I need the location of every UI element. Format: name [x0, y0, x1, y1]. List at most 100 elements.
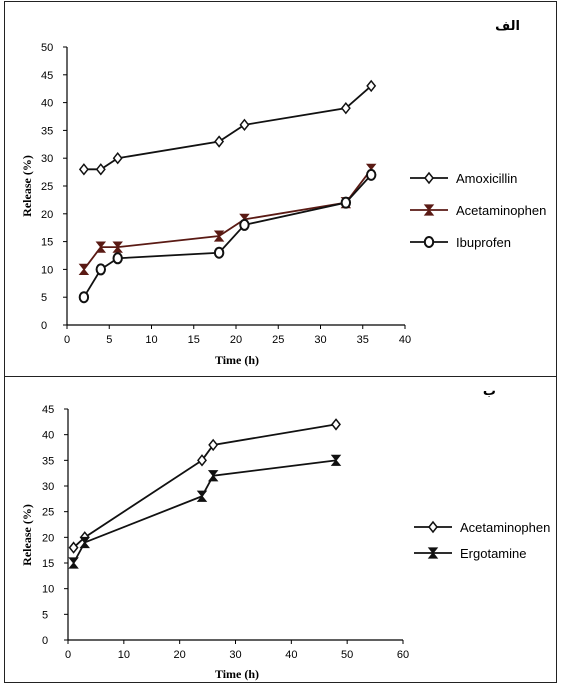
x-tick-label: 30	[314, 334, 326, 346]
chart-panel-bottom: ب Release (%) Time (h) 0 5 10 15 20 25 30 35 40 4…	[20, 384, 550, 681]
data-point-amoxicillin	[366, 79, 377, 93]
x-axis-title-top: Time (h)	[215, 353, 259, 367]
data-point-amoxicillin	[112, 151, 123, 165]
data-point-acetaminophen	[331, 418, 341, 431]
legend-item-acetaminophen: Acetaminophen	[414, 520, 550, 535]
figure-frame	[4, 1, 557, 683]
data-point-ibuprofen	[112, 252, 123, 265]
data-point-amoxicillin	[95, 163, 106, 176]
y-tick-label: 35	[42, 455, 54, 467]
legend-label: Ibuprofen	[456, 235, 511, 250]
legend-label: Amoxicillin	[456, 171, 517, 186]
legend-marker	[428, 520, 438, 534]
y-axis-title-bottom: Release (%)	[20, 504, 34, 566]
x-tick-label: 0	[64, 334, 70, 346]
series-amoxicillin	[78, 79, 377, 176]
y-tick-label: 45	[42, 404, 54, 416]
y-tick-label: 35	[41, 125, 53, 137]
legend-label: Acetaminophen	[460, 520, 550, 535]
series-line-ibuprofen	[83, 174, 372, 298]
series-ergotamine	[68, 454, 342, 569]
x-tick-label: 30	[229, 649, 241, 661]
series-line-amoxicillin	[83, 85, 372, 171]
y-tick-label: 0	[41, 320, 47, 332]
data-point-ergotamine	[330, 454, 342, 466]
y-tick-label: 0	[42, 635, 48, 647]
legend-marker	[424, 171, 434, 185]
x-tick-label: 20	[174, 649, 186, 661]
y-tick-label: 30	[42, 481, 54, 493]
data-point-ibuprofen	[239, 218, 250, 231]
y-tick-label: 45	[41, 70, 53, 82]
y-tick-label: 15	[42, 558, 54, 570]
series-line-acetaminophen	[83, 168, 372, 270]
panel-label-bottom: ب	[483, 384, 496, 399]
legend-bottom: Acetaminophen Ergotamine	[414, 520, 550, 561]
data-point-amoxicillin	[78, 163, 89, 176]
data-point-ergotamine	[68, 557, 79, 569]
x-tick-label: 35	[357, 334, 369, 346]
legend-marker	[423, 236, 435, 248]
legend-item-ergotamine: Ergotamine	[414, 546, 526, 561]
x-tick-label: 15	[188, 334, 200, 346]
y-tick-label: 20	[42, 532, 54, 544]
data-point-ibuprofen	[95, 263, 107, 276]
legend-label: Acetaminophen	[456, 203, 546, 218]
x-tick-label: 25	[272, 334, 284, 346]
series-line-ergotamine	[72, 459, 337, 564]
data-point-acetaminophen	[213, 230, 225, 242]
x-tick-label: 40	[285, 649, 297, 661]
data-point-acetaminophen	[208, 438, 219, 452]
x-tick-label: 10	[118, 649, 130, 661]
y-tick-label: 5	[42, 609, 48, 621]
y-tick-label: 15	[41, 237, 53, 249]
x-axis-title-bottom: Time (h)	[215, 667, 259, 681]
x-tick-label: 0	[65, 649, 71, 661]
data-point-ergotamine	[79, 536, 90, 549]
data-point-ibuprofen	[366, 168, 377, 181]
axes-top: 0 5 10 15 20 25 30 35 40 45 50 0 5 10 15 20 25 30 35 40	[41, 42, 411, 346]
data-point-acetaminophen	[95, 241, 107, 253]
x-tick-label: 20	[230, 334, 242, 346]
plot-area-bottom	[68, 418, 342, 569]
plot-area-top	[78, 79, 377, 304]
x-tick-label: 40	[399, 334, 411, 346]
data-point-acetaminophen	[78, 263, 90, 275]
y-axis-title-top: Release (%)	[20, 155, 34, 217]
data-point-ibuprofen	[340, 196, 352, 209]
data-point-amoxicillin	[214, 135, 225, 148]
panel-label-top: الف	[495, 19, 520, 34]
y-tick-label: 10	[42, 584, 54, 596]
y-tick-label: 20	[41, 209, 53, 221]
x-tick-label: 5	[106, 334, 112, 346]
y-tick-label: 30	[41, 153, 53, 165]
legend-item-ibuprofen: Ibuprofen	[410, 235, 511, 250]
legend-marker	[423, 204, 435, 216]
data-point-ibuprofen	[213, 246, 225, 259]
data-point-acetaminophen	[197, 454, 207, 467]
series-ibuprofen	[78, 168, 377, 304]
y-tick-label: 25	[42, 507, 54, 519]
legend-label: Ergotamine	[460, 546, 526, 561]
y-tick-label: 10	[41, 264, 53, 276]
legend-marker	[427, 547, 439, 559]
legend-top: Amoxicillin Acetaminophen Ibuprofen	[410, 171, 546, 250]
data-point-ergotamine	[207, 470, 219, 482]
data-point-ibuprofen	[78, 291, 90, 304]
y-tick-label: 50	[41, 42, 53, 54]
x-tick-label: 10	[145, 334, 157, 346]
data-point-amoxicillin	[340, 101, 351, 115]
axes-bottom: 0 5 10 15 20 25 30 35 40 45 0 10 20 30 40 50 60	[42, 404, 409, 661]
legend-item-amoxicillin: Amoxicillin	[410, 171, 517, 186]
series-line-acetaminophen	[72, 423, 337, 549]
data-point-ergotamine	[196, 490, 208, 502]
x-tick-label: 60	[397, 649, 409, 661]
data-point-acetaminophen	[112, 241, 123, 253]
y-tick-label: 40	[41, 98, 53, 110]
legend-item-acetaminophen: Acetaminophen	[410, 203, 546, 218]
y-tick-label: 25	[41, 181, 53, 193]
y-tick-label: 40	[42, 430, 54, 442]
x-tick-label: 50	[341, 649, 353, 661]
chart-panel-top: الف Release (%) Time (h) 0 5 10 15 20 25 30 35 4…	[20, 19, 546, 367]
